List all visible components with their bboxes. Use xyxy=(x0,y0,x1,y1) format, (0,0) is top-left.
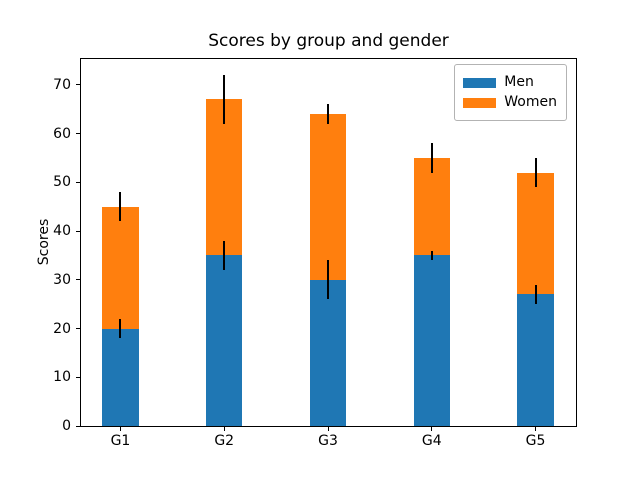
error-bar-men-g1 xyxy=(119,318,122,339)
y-tick-mark xyxy=(76,425,80,427)
legend: Men Women xyxy=(454,64,567,121)
y-tick-label: 60 xyxy=(53,125,71,142)
y-tick-mark xyxy=(76,376,80,378)
x-tick-label: G5 xyxy=(525,433,546,449)
x-tick-label: G3 xyxy=(318,433,338,449)
y-tick-label: 20 xyxy=(53,320,71,337)
error-bar-women-g1 xyxy=(119,192,122,222)
bar-segment-women-g3 xyxy=(309,114,347,280)
y-tick-mark xyxy=(76,328,80,330)
y-tick-label: 0 xyxy=(62,418,71,434)
error-bar-women-g5 xyxy=(534,157,537,188)
y-tick-mark xyxy=(76,181,80,183)
legend-label-men: Men xyxy=(504,74,534,90)
x-tick-mark xyxy=(223,427,225,431)
bar-segment-men-g3 xyxy=(309,279,347,426)
plot-area: 0 10 20 30 40 50 60 70 G1 G2 G3 G4 G5 Men Women xyxy=(53,58,577,449)
legend-swatch-women xyxy=(463,97,497,108)
error-bar-men-g3 xyxy=(327,260,329,300)
error-bar-men-g5 xyxy=(534,284,537,305)
legend-swatch-men xyxy=(463,77,497,88)
x-tick-label: G4 xyxy=(421,433,442,449)
bar-segment-women-g4 xyxy=(413,157,450,256)
y-tick-label: 40 xyxy=(53,223,71,240)
x-tick-mark xyxy=(327,427,329,431)
bar-segment-men-g5 xyxy=(517,294,554,426)
chart-title: Scores by group and gender xyxy=(208,31,449,51)
legend-entry-women: Women xyxy=(463,94,557,111)
error-bar-women-g4 xyxy=(430,143,433,173)
y-axis-label: Scores xyxy=(36,218,52,266)
bar-segment-women-g5 xyxy=(517,172,554,295)
y-tick-mark xyxy=(76,279,80,281)
bar-segment-men-g4 xyxy=(413,255,450,426)
error-bar-women-g2 xyxy=(223,75,226,124)
y-tick-label: 10 xyxy=(53,369,71,386)
error-bar-men-g4 xyxy=(430,250,433,261)
bar-segment-women-g1 xyxy=(102,206,139,329)
y-tick-mark xyxy=(76,84,80,86)
x-tick-label: G2 xyxy=(214,433,235,449)
x-tick-mark xyxy=(431,427,433,431)
y-tick-mark xyxy=(76,230,80,232)
error-bar-men-g2 xyxy=(223,240,226,271)
x-tick-label: G1 xyxy=(110,433,131,449)
bar-segment-men-g2 xyxy=(206,255,243,426)
y-tick-label: 30 xyxy=(53,271,71,288)
y-tick-label: 70 xyxy=(53,76,71,93)
error-bar-women-g3 xyxy=(327,104,329,124)
bar-segment-women-g2 xyxy=(206,99,243,256)
x-tick-mark xyxy=(119,427,121,431)
x-tick-mark xyxy=(535,427,537,431)
y-tick-mark xyxy=(76,133,80,135)
bar-segment-men-g1 xyxy=(102,328,139,426)
y-tick-label: 50 xyxy=(53,174,71,191)
legend-label-women: Women xyxy=(504,94,557,110)
legend-entry-men: Men xyxy=(463,74,557,91)
